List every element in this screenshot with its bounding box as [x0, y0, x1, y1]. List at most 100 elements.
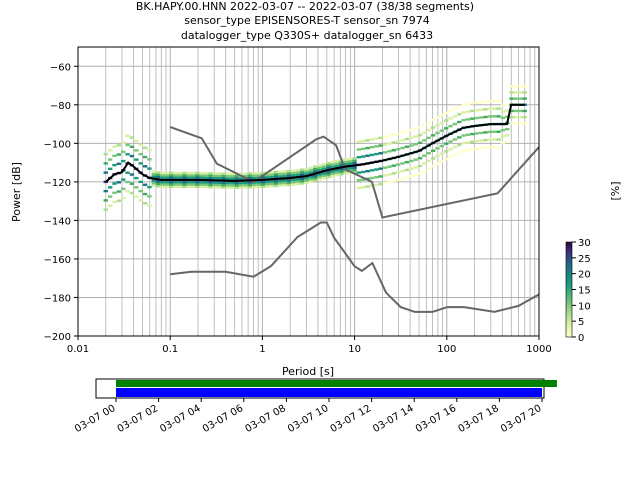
density-cell	[182, 174, 187, 177]
density-cell	[138, 152, 143, 156]
density-cell	[461, 111, 466, 114]
density-cell	[313, 170, 318, 173]
density-cell	[470, 148, 475, 151]
density-cell	[391, 172, 396, 175]
density-cell	[330, 174, 335, 178]
density-cell	[221, 184, 226, 187]
density-cell	[382, 143, 388, 146]
density-cell	[256, 171, 261, 175]
y-tick-label: −60	[50, 62, 71, 73]
density-cell	[409, 159, 414, 163]
density-cell	[238, 177, 244, 180]
density-cell	[203, 174, 209, 177]
density-cell	[361, 147, 366, 151]
density-cell	[339, 168, 344, 171]
density-cell	[121, 141, 126, 144]
density-cell	[129, 136, 135, 139]
density-cell	[190, 176, 196, 179]
density-cell	[387, 142, 392, 145]
colorbar-tick-label: 25	[578, 254, 591, 265]
density-cell	[112, 154, 117, 158]
mean-curve	[105, 103, 525, 183]
density-cell	[347, 171, 353, 175]
density-cell	[107, 186, 113, 189]
density-cell	[247, 172, 252, 175]
density-cell	[295, 178, 300, 181]
density-cell	[509, 91, 514, 94]
density-cell	[457, 143, 462, 147]
density-cell	[278, 184, 283, 187]
density-cell	[452, 115, 458, 118]
density-cell	[129, 182, 135, 186]
density-cell	[238, 172, 244, 175]
density-cell	[369, 146, 375, 149]
density-cell	[457, 105, 462, 108]
density-cell	[369, 169, 375, 172]
density-cell	[352, 171, 357, 174]
density-cell	[190, 181, 196, 184]
density-cell	[448, 140, 453, 143]
density-cell	[321, 162, 327, 166]
density-cell	[260, 185, 266, 189]
density-cell	[500, 129, 506, 132]
density-cell	[169, 171, 174, 175]
density-cell	[225, 184, 231, 187]
density-cell	[343, 172, 348, 175]
density-cell	[151, 170, 156, 173]
y-axis-ticks: −200 −180 −160 −140 −120 −100 −80 −60	[44, 62, 78, 343]
density-cell	[203, 181, 209, 184]
density-cell	[251, 172, 257, 175]
density-cell	[190, 174, 196, 177]
density-cell	[134, 149, 139, 152]
density-cell	[182, 176, 187, 179]
density-cell	[330, 165, 335, 168]
density-cell	[391, 179, 396, 183]
density-cell	[282, 172, 287, 175]
density-cell	[155, 175, 161, 179]
density-cell	[347, 162, 353, 165]
density-cell	[404, 130, 410, 133]
density-cell	[295, 168, 300, 172]
density-cell	[169, 174, 174, 177]
density-cell	[308, 168, 314, 172]
density-cell	[352, 168, 357, 172]
density-cell	[334, 160, 340, 163]
colorbar-tick-label: 5	[578, 317, 584, 328]
density-cell	[496, 107, 501, 110]
density-cell	[299, 168, 305, 171]
density-cell	[430, 134, 436, 137]
density-cell	[116, 144, 122, 147]
density-cell	[417, 126, 423, 129]
density-cell	[491, 107, 497, 110]
density-cell	[138, 180, 143, 184]
density-cell	[107, 149, 113, 152]
colorbar-tick-label: 20	[578, 270, 591, 281]
density-cell	[378, 136, 383, 140]
density-cell	[483, 146, 488, 150]
density-cell	[164, 181, 170, 184]
density-cell	[361, 186, 366, 189]
density-cell	[448, 155, 453, 159]
density-cell	[203, 185, 209, 189]
density-cell	[134, 139, 139, 143]
density-cell	[483, 138, 488, 142]
density-cell	[177, 185, 183, 189]
density-cell	[330, 172, 335, 175]
high-noise-model-line	[169, 126, 540, 219]
density-cell	[173, 171, 178, 175]
density-cell	[147, 185, 152, 189]
density-cell	[413, 158, 418, 161]
density-cell	[452, 145, 458, 149]
colorbar-tick-label: 0	[578, 333, 584, 344]
density-cell	[142, 192, 148, 196]
density-cell	[116, 153, 122, 156]
density-cell	[221, 177, 226, 180]
density-cell	[177, 174, 183, 177]
density-cell	[273, 180, 279, 183]
density-cell	[513, 115, 519, 119]
noise-models	[169, 126, 540, 313]
density-cell	[125, 190, 130, 193]
density-cell	[107, 195, 113, 198]
density-cell	[478, 116, 484, 119]
density-cell	[343, 162, 348, 166]
